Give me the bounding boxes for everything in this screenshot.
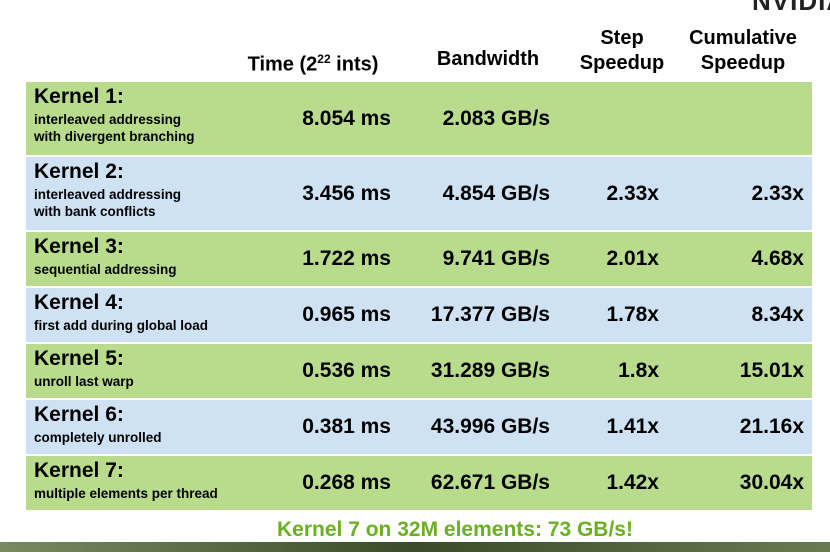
kernel-name: Kernel 5:: [34, 347, 124, 370]
kernel-name: Kernel 6:: [34, 403, 124, 426]
description-line: first add during global load: [34, 318, 208, 333]
bandwidth-cell: 62.671 GB/s: [430, 471, 550, 494]
description-line: sequential addressing: [34, 262, 177, 277]
bandwidth-cell: 2.083 GB/s: [442, 106, 550, 130]
bandwidth-cell: 17.377 GB/s: [430, 303, 550, 326]
cumulative-cell: 2.33x: [751, 181, 804, 205]
kernel-name: Kernel 1:: [34, 85, 124, 108]
cumulative-cell: 15.01x: [739, 359, 804, 382]
kernel-name: Kernel 4:: [34, 291, 124, 314]
cumulative-header: Cumulative Speedup: [680, 26, 806, 76]
step-header: Step Speedup: [572, 26, 672, 76]
step-cell: 1.42x: [606, 471, 659, 494]
kernel-description: unroll last warp: [34, 373, 134, 390]
description-line: completely unrolled: [34, 430, 162, 445]
logo: NVIDIA: [752, 0, 830, 16]
cumulative-cell: 30.04x: [739, 471, 804, 494]
cumulative-cell: 4.68x: [751, 247, 804, 270]
table-row: Kernel 6: completely unrolled 0.381 ms 43.9…: [26, 400, 812, 454]
bandwidth-cell: 4.854 GB/s: [442, 181, 550, 205]
step-cell: 1.41x: [606, 415, 659, 438]
kernel-description: completely unrolled: [34, 429, 162, 446]
table-row: Kernel 5: unroll last warp 0.536 ms 31.289 …: [26, 344, 812, 398]
kernel-name: Kernel 2:: [34, 160, 124, 183]
table-row: Kernel 4: first add during global load 0.9…: [26, 288, 812, 342]
footer: Kernel 7 on 32M elements: 73 GB/s!: [277, 518, 633, 541]
time-header-text: ints): [330, 53, 379, 76]
time-cell: 3.456 ms: [302, 181, 391, 205]
kernel-description: sequential addressing: [34, 261, 177, 278]
cumulative-cell: 21.16x: [739, 415, 804, 438]
kernel-description: interleaved addressing with divergent bra…: [34, 111, 195, 145]
header-line: Cumulative: [689, 27, 797, 49]
step-cell: 1.8x: [618, 359, 659, 382]
kernel-description: interleaved addressing with bank conflict…: [34, 186, 181, 220]
table-row: Kernel 1: interleaved addressing with dive…: [26, 82, 812, 155]
time-cell: 0.381 ms: [302, 415, 391, 438]
kernel-name: Kernel 3:: [34, 235, 124, 258]
bandwidth-header: Bandwidth: [436, 48, 540, 70]
description-line: interleaved addressing: [34, 187, 182, 202]
bandwidth-cell: 31.289 GB/s: [430, 359, 550, 382]
time-cell: 0.268 ms: [302, 471, 391, 494]
step-cell: 2.33x: [606, 181, 659, 205]
step-cell: 1.78x: [606, 303, 659, 326]
description-line: interleaved addressing: [34, 112, 182, 127]
header-line: Speedup: [579, 52, 665, 74]
description-line: with bank conflicts: [34, 204, 156, 219]
time-cell: 0.965 ms: [302, 303, 391, 326]
time-header: Time (222 ints): [230, 47, 396, 78]
bottom-bar: [0, 542, 830, 552]
header-line: Speedup: [700, 52, 786, 74]
table-row: Kernel 2: interleaved addressing with bank…: [26, 157, 812, 230]
time-header-text: Time (2: [247, 53, 318, 76]
header-line: Step: [600, 27, 644, 49]
time-cell: 0.536 ms: [302, 359, 391, 382]
table-row: Kernel 7: multiple elements per thread 0.2…: [26, 456, 812, 510]
time-cell: 8.054 ms: [302, 106, 391, 130]
table-row: Kernel 3: sequential addressing 1.722 ms 9.…: [26, 232, 812, 286]
kernel-description: multiple elements per thread: [34, 485, 218, 502]
time-cell: 1.722 ms: [302, 247, 391, 270]
kernel-description: first add during global load: [34, 317, 208, 334]
description-line: multiple elements per thread: [34, 486, 218, 501]
description-line: with divergent branching: [34, 129, 195, 144]
description-line: unroll last warp: [34, 374, 134, 389]
cumulative-cell: 8.34x: [751, 303, 804, 326]
bandwidth-cell: 43.996 GB/s: [430, 415, 550, 438]
kernel-name: Kernel 7:: [34, 459, 124, 482]
time-header-sup: 22: [317, 52, 331, 66]
bandwidth-cell: 9.741 GB/s: [442, 247, 550, 270]
step-cell: 2.01x: [606, 247, 659, 270]
